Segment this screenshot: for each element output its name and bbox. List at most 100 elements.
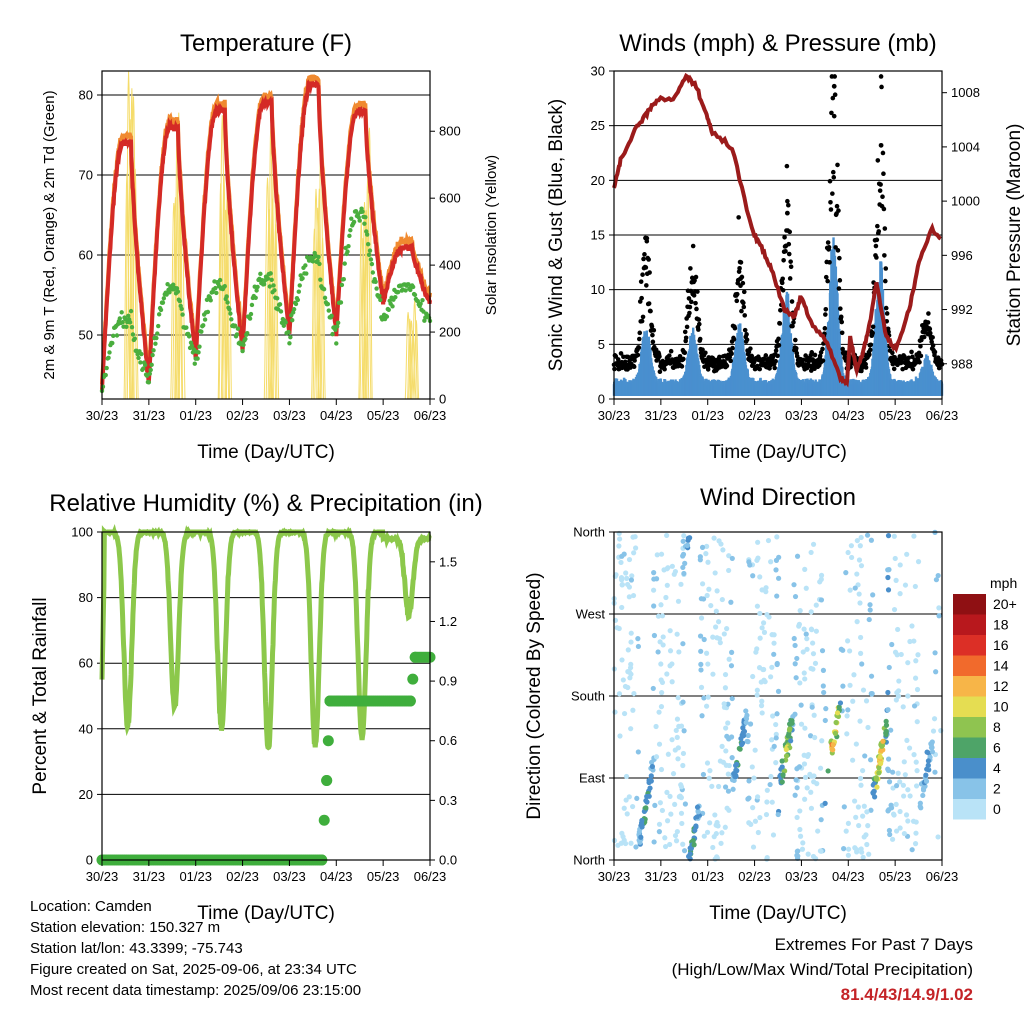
gust-point — [615, 357, 621, 362]
direction-point — [626, 794, 632, 800]
direction-point — [883, 718, 889, 724]
direction-point — [905, 787, 911, 793]
direction-point — [703, 650, 710, 656]
direction-point — [704, 703, 710, 709]
dewpoint-point — [295, 297, 301, 303]
dewpoint-point — [368, 257, 374, 262]
direction-point — [905, 660, 911, 666]
direction-point — [933, 577, 940, 583]
direction-point — [694, 814, 700, 820]
gust-point — [786, 202, 791, 208]
winds-x-tick-label: 06/23 — [926, 408, 959, 423]
direction-point — [810, 651, 817, 657]
solar-line — [268, 198, 277, 400]
gust-point — [650, 339, 656, 345]
gust-point — [926, 311, 931, 316]
gust-point — [730, 345, 735, 351]
direction-point — [644, 799, 650, 805]
direction-point — [750, 805, 756, 811]
direction-point — [817, 579, 823, 585]
legend-swatch — [953, 758, 986, 779]
direction-point — [818, 817, 824, 823]
direction-point — [877, 754, 883, 760]
direction-point — [680, 699, 686, 705]
direction-point — [681, 570, 687, 577]
dewpoint-point — [341, 277, 346, 282]
direction-point — [724, 626, 730, 632]
dewpoint-point — [363, 214, 368, 220]
dewpoint-point — [365, 232, 370, 237]
gust-point — [935, 355, 941, 360]
direction-point — [913, 819, 919, 825]
gust-point — [622, 359, 628, 365]
direction-point — [725, 701, 731, 707]
gust-point — [812, 352, 818, 358]
direction-point — [758, 679, 764, 685]
direction-point — [719, 830, 725, 836]
temperature-x-tick-label: 04/23 — [320, 408, 353, 423]
direction-point — [888, 727, 894, 733]
direction-point — [886, 664, 892, 671]
direction-x-tick-label: 02/23 — [738, 869, 771, 884]
direction-point — [754, 687, 760, 693]
legend-swatch — [953, 676, 986, 697]
direction-point — [759, 625, 765, 631]
precip-point — [407, 673, 419, 685]
direction-point — [854, 571, 860, 577]
direction-point — [854, 619, 860, 625]
gust-point — [705, 367, 711, 372]
direction-point — [691, 842, 697, 848]
direction-point — [858, 650, 864, 656]
direction-point — [902, 772, 908, 778]
direction-point — [840, 683, 846, 689]
gust-point — [744, 337, 750, 343]
direction-point — [655, 649, 661, 655]
dewpoint-point — [290, 317, 295, 323]
direction-point — [822, 800, 828, 806]
direction-point — [912, 675, 919, 681]
pressure-y-axis-label: Station Pressure (Maroon) — [1004, 124, 1024, 347]
direction-point — [913, 783, 920, 789]
direction-point — [680, 538, 686, 544]
direction-point — [818, 597, 825, 603]
winds-x-tick-label: 05/23 — [879, 408, 912, 423]
gust-point — [918, 343, 923, 349]
direction-point — [776, 575, 782, 581]
direction-point — [779, 764, 785, 770]
humidity-y-tick-label: 80 — [79, 590, 93, 605]
dewpoint-point — [317, 261, 322, 267]
direction-point — [866, 616, 872, 623]
gust-point — [646, 257, 651, 262]
direction-point — [836, 704, 842, 710]
gust-point — [830, 169, 836, 175]
gust-point — [687, 310, 692, 316]
gust-point — [637, 336, 642, 342]
direction-point — [653, 723, 659, 730]
direction-point — [687, 856, 693, 862]
direction-point — [620, 677, 626, 683]
direction-point — [895, 688, 902, 694]
temperature-y-tick-label: 70 — [79, 168, 93, 183]
direction-point — [868, 673, 875, 679]
direction-point — [832, 730, 839, 736]
gust-point — [651, 327, 657, 333]
gust-point — [825, 278, 830, 284]
humidity-y-axis-label: Percent & Total Rainfall — [30, 597, 51, 794]
gust-point — [881, 206, 887, 212]
direction-point — [655, 613, 662, 619]
direction-point — [769, 737, 775, 743]
dewpoint-point — [175, 289, 181, 294]
direction-point — [707, 768, 713, 774]
dewpoint-point — [420, 297, 425, 303]
direction-point — [627, 665, 634, 671]
direction-point — [743, 719, 749, 726]
gust-point — [778, 307, 783, 313]
dewpoint-point — [360, 209, 365, 214]
direction-point — [701, 695, 707, 701]
direction-point — [725, 788, 732, 794]
dewpoint-point — [403, 288, 408, 293]
direction-point — [720, 547, 726, 553]
dewpoint-point — [418, 301, 423, 306]
humidity-y-tick-label: 0 — [86, 853, 93, 868]
direction-point — [618, 559, 624, 566]
